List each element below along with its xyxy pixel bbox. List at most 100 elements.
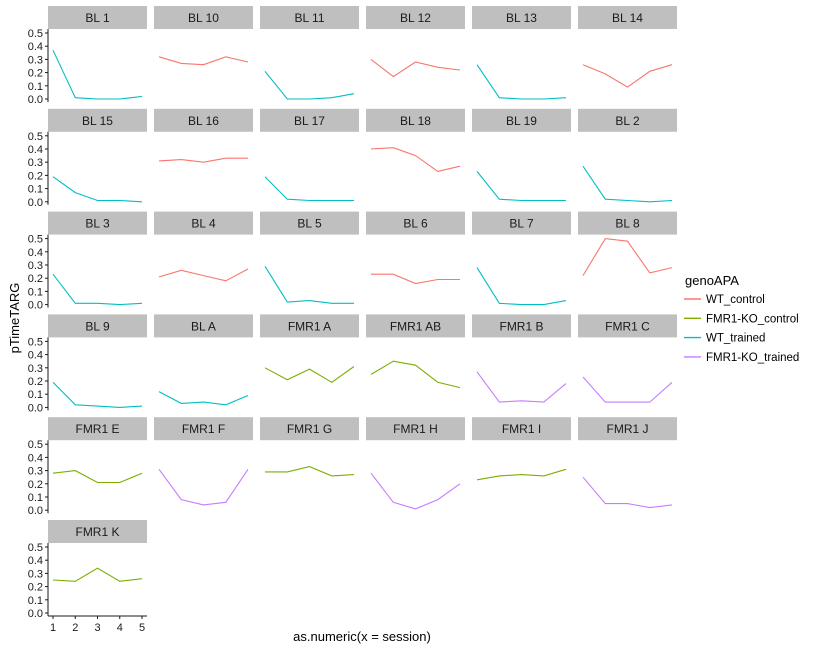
facet-strip-label: FMR1 I — [502, 422, 541, 436]
y-tick-label: 0.5 — [28, 28, 43, 40]
facet-strip — [154, 6, 253, 29]
facet-strip — [48, 108, 147, 132]
facet-panel-fmr1-g: FMR1 G — [260, 417, 359, 477]
facet-panel-bl-4: BL 4 — [154, 211, 253, 282]
facet-panel-bl-3: BL 3 0.0 0.10.20.30.40.5 — [28, 211, 147, 312]
series-line — [265, 466, 355, 477]
facet-panel-bl-11: BL 11 — [260, 6, 359, 100]
series-line — [52, 273, 143, 306]
facet-panel-bl-13: BL 13 — [472, 6, 571, 100]
y-tick-label: 0.0 — [28, 608, 43, 620]
y-tick-label: 0.4 — [28, 555, 43, 567]
series-line — [264, 70, 355, 100]
y-tick-label: 0.0 — [28, 505, 43, 517]
series-line — [371, 273, 460, 285]
facet-strip — [366, 417, 465, 441]
series-line — [264, 366, 355, 383]
facet-panel-fmr1-e: FMR1 E 0.00.10.20.3 0.40.5 — [28, 417, 147, 517]
facet-strip — [154, 108, 253, 132]
facet-strip-label: BL 3 — [85, 217, 110, 231]
legend-entry-fmr1-ko-trained: FMR1-KO_trained — [684, 352, 799, 364]
y-tick-label: 0.2 — [28, 376, 43, 388]
y-tick-label: 0.5 — [28, 336, 43, 348]
facet-panel-bl-15: BL 15 0.00.1 0.20.30.40.5 — [28, 108, 147, 209]
facet-strip-label: FMR1 G — [287, 422, 332, 436]
facet-strip-label: BL 17 — [294, 114, 325, 128]
facet-strip-label: FMR1 C — [605, 319, 650, 333]
facet-panels: BL 10.00.10.20.30.40.5BL 10 BL 11 BL 12 BL … — [28, 6, 677, 634]
facet-panel-fmr1-a: FMR1 A — [260, 314, 359, 383]
facet-strip-label: BL 5 — [297, 217, 322, 231]
y-tick-label: 0.3 — [28, 466, 43, 478]
series-line — [52, 470, 143, 484]
facet-panel-bl-8: BL 8 — [578, 211, 677, 276]
series-line — [52, 381, 143, 408]
facet-strip — [366, 211, 465, 235]
series-line — [158, 468, 249, 506]
y-tick-label: 0.5 — [28, 131, 43, 143]
facet-panel-fmr1-b: FMR1 B — [472, 314, 571, 403]
legend-label: FMR1-KO_trained — [706, 352, 799, 364]
series-line — [370, 147, 461, 172]
y-tick-label: 0.2 — [28, 170, 43, 182]
facet-strip — [472, 108, 571, 132]
series-line — [370, 360, 461, 389]
legend-entry-wt-control: WT_control — [684, 294, 765, 306]
facet-strip-label: BL 13 — [506, 11, 537, 25]
facet-strip — [48, 314, 147, 338]
facet-panel-bl-a: BL A — [154, 314, 253, 406]
facet-strip-label: BL 4 — [191, 217, 216, 231]
legend-entries: WT_control FMR1-KO_control WT_trained FMR1-… — [684, 294, 799, 364]
facet-strip — [48, 211, 147, 235]
y-tick-label: 0.3 — [28, 363, 43, 375]
y-tick-label: 0.4 — [28, 144, 43, 156]
y-tick-label: 0.4 — [28, 41, 43, 53]
facet-strip — [366, 108, 465, 132]
facet-strip — [260, 314, 359, 338]
facet-strip — [578, 417, 677, 441]
series-line — [370, 58, 461, 78]
series-line — [158, 391, 249, 406]
facet-strip — [260, 417, 359, 441]
facet-panel-bl-18: BL 18 — [366, 108, 465, 172]
facet-strip — [48, 520, 147, 543]
facet-strip-label: BL 9 — [85, 319, 110, 333]
facet-strip-label: FMR1 B — [499, 319, 543, 333]
legend-entry-fmr1-ko-control: FMR1-KO_control — [684, 313, 799, 325]
facet-strip — [472, 6, 571, 29]
facet-panel-fmr1-i: FMR1 I — [472, 417, 571, 481]
y-tick-label: 0.3 — [28, 260, 43, 272]
facet-panel-bl-7: BL 7 — [472, 211, 571, 306]
y-tick-label: 0.1 — [28, 492, 43, 504]
facet-strip — [472, 211, 571, 235]
facet-panel-bl-10: BL 10 — [154, 6, 253, 66]
facet-strip — [48, 6, 147, 29]
legend-entry-wt-trained: WT_trained — [684, 333, 765, 345]
legend-title: genoAPA — [685, 273, 739, 288]
facet-strip-label: BL 12 — [400, 11, 431, 25]
facet-panel-bl-9: BL 9 0.00.10.20.30.4 0.5 — [28, 314, 147, 414]
facet-strip — [472, 314, 571, 338]
x-axis-title: as.numeric(x = session) — [293, 629, 431, 644]
facet-strip — [154, 417, 253, 441]
facet-panel-bl-1: BL 1 0.00.10.2 0.30.40.5 — [28, 6, 147, 106]
legend-label: WT_trained — [706, 333, 765, 345]
x-tick-label: 3 — [94, 622, 100, 634]
y-tick-label: 0.4 — [28, 350, 43, 362]
facet-panel-bl-6: BL 6 — [366, 211, 465, 285]
y-axis-title: pTimeTARG — [7, 283, 22, 354]
facet-strip-label: BL 19 — [506, 114, 537, 128]
y-tick-label: 0.1 — [28, 389, 43, 401]
facet-strip — [578, 211, 677, 235]
y-tick-label: 0.0 — [28, 94, 43, 106]
facet-strip-label: FMR1 J — [607, 422, 649, 436]
facet-strip-label: FMR1 K — [75, 525, 119, 539]
facet-strip — [260, 108, 359, 132]
facet-strip — [578, 6, 677, 29]
facet-panel-bl-14: BL 14 — [578, 6, 677, 88]
facet-panel-fmr1-c: FMR1 C — [578, 314, 677, 403]
y-tick-label: 0.5 — [28, 542, 43, 554]
y-tick-label: 0.3 — [28, 157, 43, 169]
series-line — [582, 476, 673, 509]
facet-strip — [260, 211, 359, 235]
